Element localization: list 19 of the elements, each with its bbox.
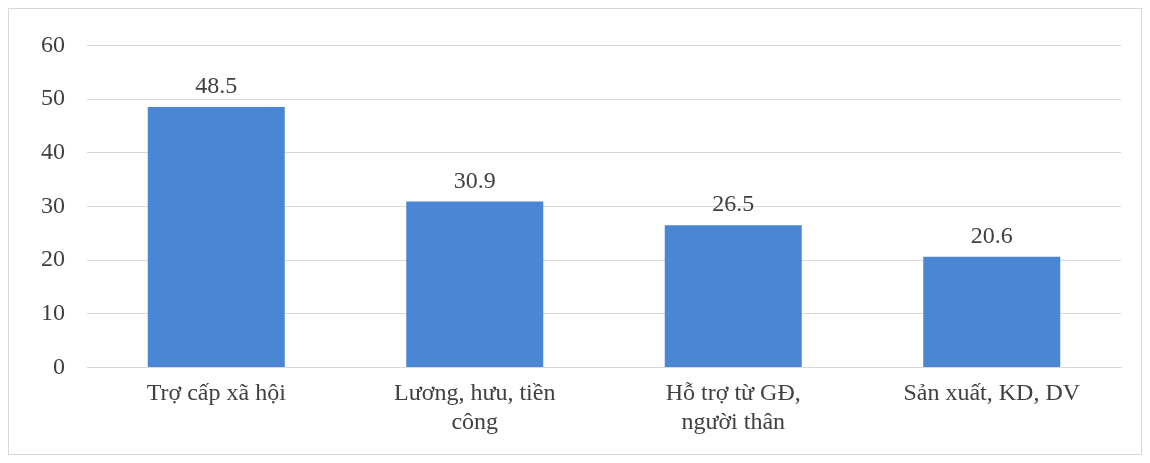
y-tick-label: 50 (41, 84, 65, 111)
data-label: 26.5 (712, 190, 755, 217)
y-tick-label: 0 (53, 352, 65, 379)
x-tick-label: Hỗ trợ từ GĐ, người thân (665, 379, 801, 434)
x-tick-label: Lương, hưu, tiền công (394, 379, 556, 434)
y-tick-label: 20 (41, 245, 65, 272)
y-tick-label: 30 (41, 191, 65, 218)
x-tick-label: Sản xuất, KD, DV (903, 379, 1081, 406)
bar (664, 225, 802, 367)
data-label: 48.5 (195, 72, 238, 99)
data-label: 20.6 (970, 222, 1013, 249)
data-label: 30.9 (453, 166, 496, 193)
y-tick-label: 10 (41, 299, 65, 326)
x-tick-label: Trợ cấp xã hội (146, 379, 287, 406)
bar (406, 201, 544, 367)
bar (147, 107, 285, 367)
y-tick-label: 40 (41, 138, 65, 165)
bar (923, 256, 1061, 367)
y-tick-label: 60 (41, 30, 65, 57)
